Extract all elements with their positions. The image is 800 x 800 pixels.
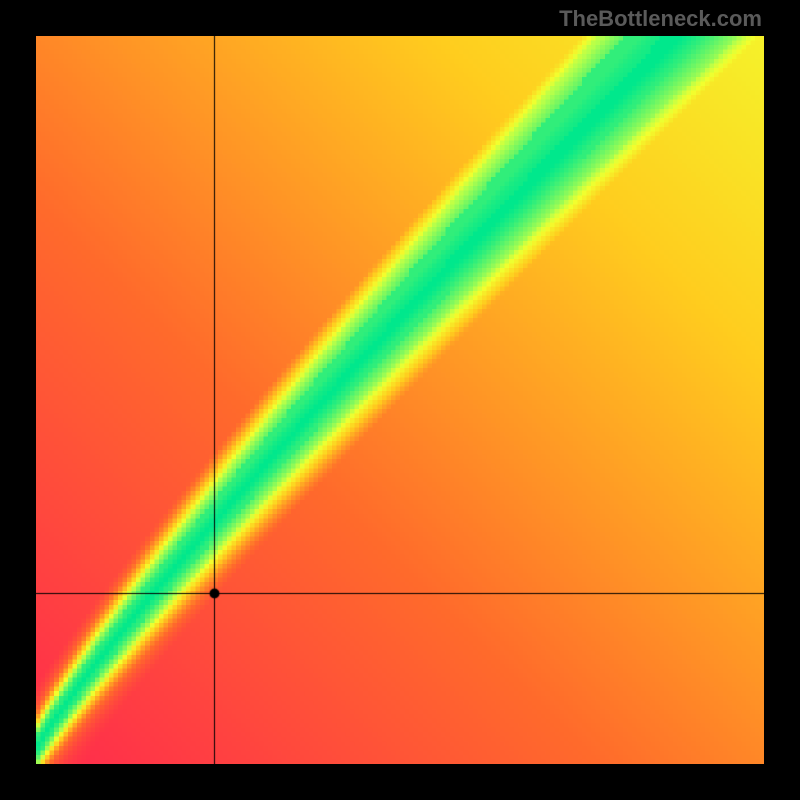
heatmap-plot: [36, 36, 764, 764]
watermark-text: TheBottleneck.com: [559, 6, 762, 32]
figure-container: TheBottleneck.com: [0, 0, 800, 800]
heatmap-canvas: [36, 36, 764, 764]
